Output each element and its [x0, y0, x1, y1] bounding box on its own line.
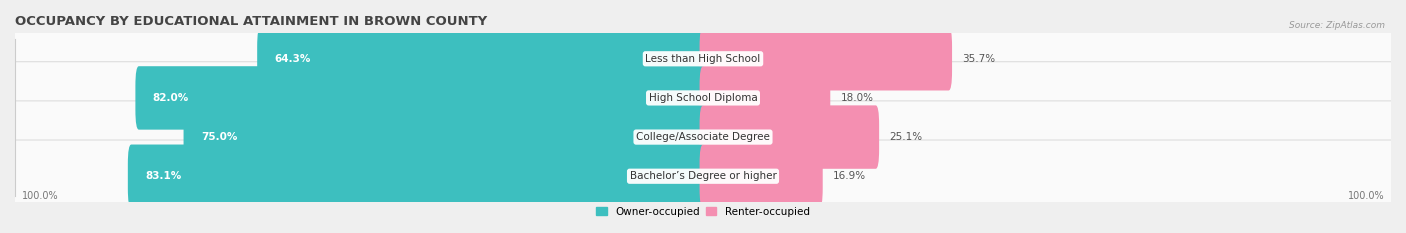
FancyBboxPatch shape [700, 66, 831, 130]
Text: 100.0%: 100.0% [22, 191, 59, 201]
Text: Source: ZipAtlas.com: Source: ZipAtlas.com [1289, 21, 1385, 30]
Text: 35.7%: 35.7% [962, 54, 995, 64]
FancyBboxPatch shape [700, 27, 952, 90]
Text: 18.0%: 18.0% [841, 93, 873, 103]
Text: 100.0%: 100.0% [1347, 191, 1384, 201]
Legend: Owner-occupied, Renter-occupied: Owner-occupied, Renter-occupied [596, 207, 810, 217]
FancyBboxPatch shape [11, 62, 1395, 134]
FancyBboxPatch shape [135, 66, 706, 130]
Text: 16.9%: 16.9% [832, 171, 866, 181]
FancyBboxPatch shape [184, 105, 706, 169]
FancyBboxPatch shape [128, 144, 706, 208]
Text: 82.0%: 82.0% [153, 93, 188, 103]
Text: College/Associate Degree: College/Associate Degree [636, 132, 770, 142]
FancyBboxPatch shape [257, 27, 706, 90]
Text: 75.0%: 75.0% [201, 132, 238, 142]
Text: 64.3%: 64.3% [274, 54, 311, 64]
Text: Less than High School: Less than High School [645, 54, 761, 64]
FancyBboxPatch shape [700, 144, 823, 208]
Text: High School Diploma: High School Diploma [648, 93, 758, 103]
Text: 25.1%: 25.1% [890, 132, 922, 142]
Text: 83.1%: 83.1% [145, 171, 181, 181]
Text: OCCUPANCY BY EDUCATIONAL ATTAINMENT IN BROWN COUNTY: OCCUPANCY BY EDUCATIONAL ATTAINMENT IN B… [15, 15, 488, 28]
FancyBboxPatch shape [700, 105, 879, 169]
FancyBboxPatch shape [11, 101, 1395, 173]
FancyBboxPatch shape [11, 23, 1395, 95]
FancyBboxPatch shape [11, 140, 1395, 212]
Text: Bachelor’s Degree or higher: Bachelor’s Degree or higher [630, 171, 776, 181]
